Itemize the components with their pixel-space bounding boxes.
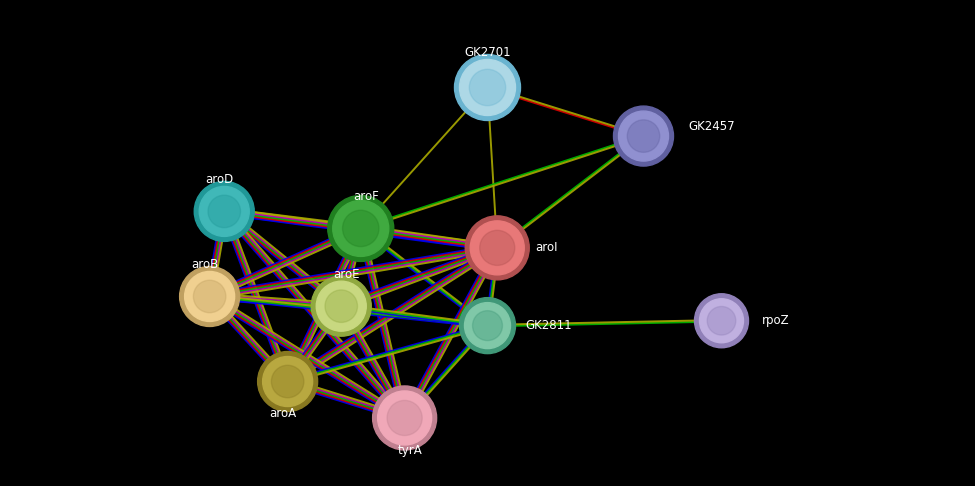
Circle shape: [465, 216, 529, 280]
Circle shape: [618, 111, 669, 161]
Circle shape: [699, 299, 744, 343]
Circle shape: [328, 195, 394, 261]
Circle shape: [470, 221, 525, 275]
Text: aroI: aroI: [535, 242, 558, 254]
Circle shape: [372, 386, 437, 450]
Text: GK2457: GK2457: [688, 120, 735, 133]
Circle shape: [316, 281, 367, 331]
Circle shape: [459, 297, 516, 354]
Circle shape: [257, 351, 318, 412]
Circle shape: [184, 272, 235, 321]
Text: GK2811: GK2811: [526, 319, 572, 332]
Circle shape: [194, 181, 254, 242]
Text: aroE: aroE: [333, 268, 360, 281]
Text: aroB: aroB: [191, 258, 218, 271]
Circle shape: [694, 294, 749, 348]
Circle shape: [459, 59, 516, 116]
Circle shape: [469, 69, 506, 105]
Circle shape: [342, 210, 379, 246]
Circle shape: [193, 280, 226, 312]
Circle shape: [199, 187, 250, 236]
Circle shape: [480, 230, 515, 265]
Text: rpoZ: rpoZ: [761, 314, 789, 327]
Circle shape: [627, 120, 660, 152]
Circle shape: [325, 290, 358, 322]
Circle shape: [387, 400, 422, 435]
Text: aroA: aroA: [269, 407, 296, 420]
Circle shape: [707, 307, 736, 335]
Circle shape: [377, 391, 432, 445]
Circle shape: [473, 311, 502, 341]
Text: aroD: aroD: [205, 173, 233, 186]
Circle shape: [262, 357, 313, 406]
Circle shape: [454, 54, 521, 121]
Text: aroF: aroF: [353, 190, 378, 203]
Circle shape: [271, 365, 304, 398]
Circle shape: [464, 303, 511, 348]
Circle shape: [613, 106, 674, 166]
Text: GK2701: GK2701: [464, 46, 511, 59]
Circle shape: [208, 195, 241, 227]
Circle shape: [179, 266, 240, 327]
Text: tyrA: tyrA: [397, 445, 422, 457]
Circle shape: [332, 200, 389, 257]
Circle shape: [311, 276, 371, 336]
